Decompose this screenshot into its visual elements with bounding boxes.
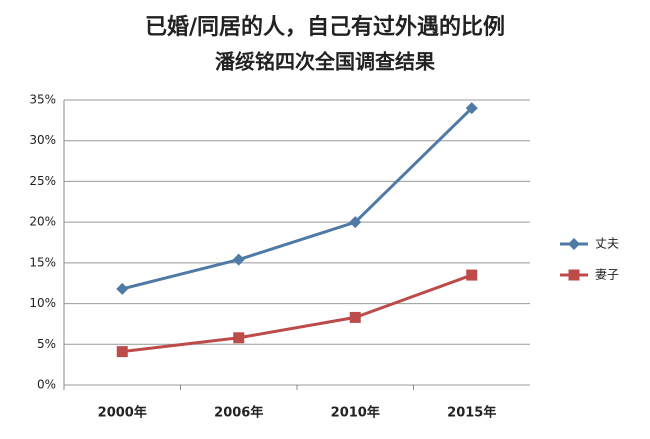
point <box>349 216 362 229</box>
x-tick-label: 2006年 <box>214 405 263 421</box>
x-tick-label: 2000年 <box>98 405 147 421</box>
legend-label: 丈夫 <box>595 237 619 251</box>
legend-marker <box>568 238 580 250</box>
y-tick-label: 25% <box>29 174 56 188</box>
y-tick-label: 35% <box>29 93 56 107</box>
chart-subtitle: 潘绥铭四次全国调查结果 <box>215 50 435 74</box>
point <box>466 269 478 281</box>
point <box>349 311 361 323</box>
point <box>116 282 129 295</box>
chart-title: 已婚/同居的人，自己有过外遇的比例 <box>145 14 505 40</box>
point <box>232 253 245 266</box>
y-tick-label: 15% <box>29 255 56 269</box>
y-tick-label: 20% <box>29 215 56 229</box>
y-tick-label: 5% <box>37 337 56 351</box>
legend-marker <box>568 269 580 281</box>
point <box>116 346 128 358</box>
series-line <box>121 107 473 291</box>
point <box>465 102 478 115</box>
series-line <box>122 273 473 354</box>
x-tick-label: 2015年 <box>447 405 496 421</box>
x-tick-label: 2010年 <box>331 405 380 421</box>
point <box>233 332 245 344</box>
y-tick-label: 30% <box>29 133 56 147</box>
y-tick-label: 0% <box>37 378 56 392</box>
legend-label: 妻子 <box>595 268 619 282</box>
y-tick-label: 10% <box>29 296 56 310</box>
